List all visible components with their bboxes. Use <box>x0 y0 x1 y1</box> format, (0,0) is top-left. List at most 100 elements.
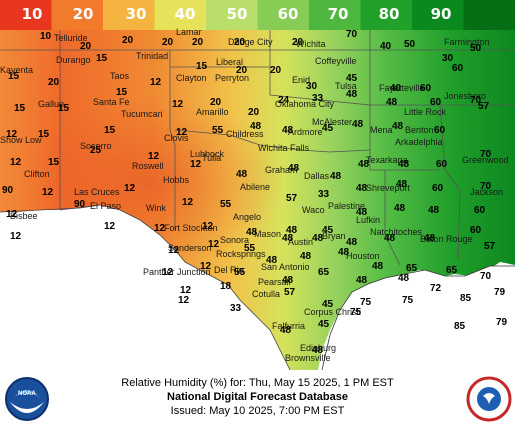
legend-label: 90 <box>430 5 452 23</box>
city-label: Abilene <box>240 182 271 192</box>
humidity-value: 50 <box>404 39 416 50</box>
humidity-value: 48 <box>346 89 358 100</box>
city-label: McAlester <box>312 117 353 127</box>
humidity-value: 12 <box>6 209 18 220</box>
city-label: Natchitoches <box>370 227 423 237</box>
humidity-value: 70 <box>480 181 492 192</box>
humidity-value: 12 <box>124 183 136 194</box>
city-label: Falfurria <box>272 321 306 331</box>
humidity-value: 48 <box>346 237 358 248</box>
humidity-value: 60 <box>434 125 446 136</box>
city-label: Las Cruces <box>74 187 120 197</box>
city-label: Durango <box>56 55 91 65</box>
border-mexico <box>0 204 291 371</box>
humidity-value: 12 <box>190 159 202 170</box>
legend-swatch <box>51 0 104 30</box>
humidity-value: 48 <box>398 159 410 170</box>
humidity-value: 48 <box>286 225 298 236</box>
humidity-value: 50 <box>470 43 482 54</box>
humidity-value: 48 <box>288 163 300 174</box>
city-label: Rocksprings <box>216 249 266 259</box>
city-label: Austin <box>288 237 314 247</box>
humidity-value: 12 <box>162 267 174 278</box>
humidity-value: 15 <box>8 71 20 82</box>
humidity-value: 12 <box>104 221 116 232</box>
humidity-value: 20 <box>80 41 92 52</box>
humidity-value: 75 <box>350 307 362 318</box>
city-label: Pearsall <box>258 277 291 287</box>
humidity-value: 12 <box>208 239 220 250</box>
humidity-value: 60 <box>452 63 464 74</box>
humidity-value: 30 <box>306 81 318 92</box>
humidity-value: 20 <box>192 37 204 48</box>
humidity-value: 20 <box>48 77 60 88</box>
humidity-value: 24 <box>278 95 290 106</box>
state-borders <box>0 30 515 266</box>
humidity-value: 48 <box>236 169 248 180</box>
caption-issued: Issued: May 10 2025, 7:00 PM EST <box>170 405 345 417</box>
legend-gradient <box>0 0 515 30</box>
humidity-value: 79 <box>494 287 506 298</box>
city-label: Sonora <box>220 235 250 245</box>
city-label: Panther Junction <box>143 267 211 277</box>
humidity-value: 57 <box>484 241 496 252</box>
humidity-value: 20 <box>292 37 304 48</box>
humidity-value: 45 <box>346 73 358 84</box>
legend-label: 70 <box>327 5 349 23</box>
humidity-value: 72 <box>430 283 442 294</box>
humidity-value: 12 <box>148 151 160 162</box>
city-label: Liberal <box>216 57 244 67</box>
city-label: San Antonio <box>261 262 310 272</box>
city-label: Santa Fe <box>93 97 130 107</box>
humidity-value: 20 <box>270 65 282 76</box>
humidity-value: 12 <box>154 223 166 234</box>
humidity-value: 60 <box>474 205 486 216</box>
city-label: Wichita <box>296 39 326 49</box>
city-label: Graham <box>265 165 298 175</box>
humidity-value: 57 <box>478 101 490 112</box>
humidity-value: 48 <box>250 121 262 132</box>
humidity-value: 15 <box>196 61 208 72</box>
humidity-value: 48 <box>312 233 324 244</box>
humidity-value: 12 <box>182 197 194 208</box>
city-label: Bryan <box>322 231 346 241</box>
humidity-value: 20 <box>210 97 222 108</box>
humidity-value: 48 <box>358 159 370 170</box>
city-label: Oklahoma City <box>275 99 335 109</box>
city-label: Ardmore <box>288 127 323 137</box>
humidity-value: 48 <box>282 125 294 136</box>
city-label: Angelo <box>233 212 262 222</box>
noaa-logo-text: NOAA <box>18 391 36 397</box>
humidity-value: 70 <box>346 29 358 40</box>
city-label: Lufkin <box>356 215 381 225</box>
legend-label: 30 <box>125 5 147 23</box>
city-label: Coffeyville <box>315 56 357 66</box>
noaa-logo: NOAA <box>4 376 50 422</box>
city-label: Greenwood <box>462 155 509 165</box>
map-canvas <box>0 30 515 371</box>
humidity-value: 65 <box>446 265 458 276</box>
legend-label: 40 <box>174 5 196 23</box>
city-label: Waco <box>302 205 325 215</box>
coastline <box>321 265 515 371</box>
legend-swatch <box>0 0 53 30</box>
humidity-value: 20 <box>162 37 174 48</box>
city-label: Edinburg <box>300 343 337 353</box>
legend-label: 50 <box>226 5 248 23</box>
city-label: Clovis <box>164 133 189 143</box>
humidity-value: 65 <box>406 263 418 274</box>
legend-swatch <box>154 0 207 30</box>
humidity-value: 12 <box>10 231 22 242</box>
humidity-value: 20 <box>122 35 134 46</box>
humidity-value: 12 <box>10 157 22 168</box>
humidity-value: 10 <box>40 31 52 42</box>
city-label: Wichita Falls <box>258 143 310 153</box>
mexico-area <box>0 205 290 370</box>
humidity-value: 48 <box>312 345 324 356</box>
legend-swatch <box>309 0 362 30</box>
humidity-value: 12 <box>178 295 190 306</box>
humidity-value: 60 <box>430 97 442 108</box>
humidity-value: 70 <box>470 95 482 106</box>
city-label: Little Rock <box>404 107 447 117</box>
city-label: Baton Rouge <box>420 234 473 244</box>
